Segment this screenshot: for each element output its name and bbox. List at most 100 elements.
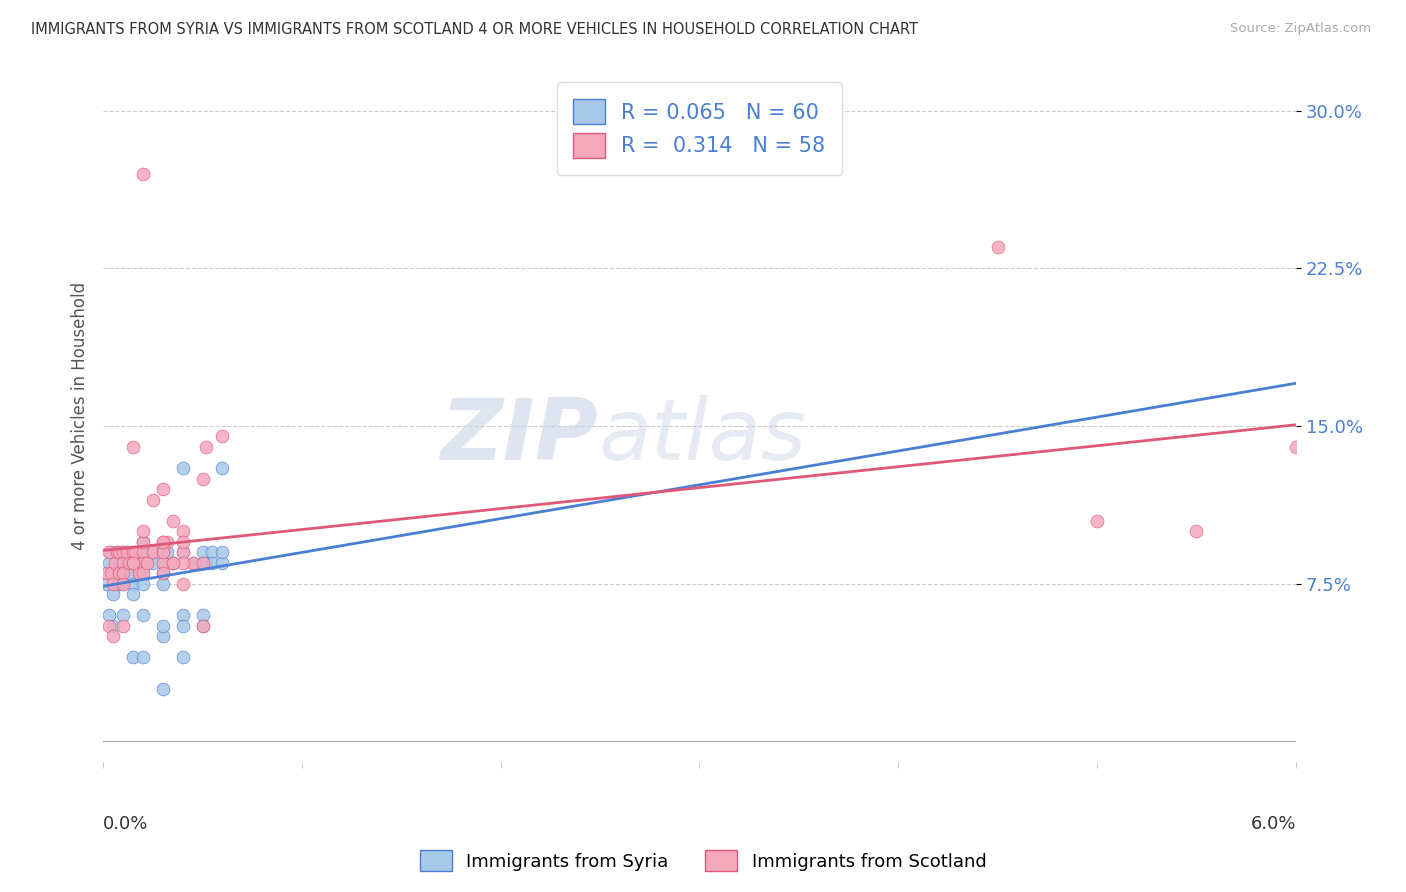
Text: IMMIGRANTS FROM SYRIA VS IMMIGRANTS FROM SCOTLAND 4 OR MORE VEHICLES IN HOUSEHOL: IMMIGRANTS FROM SYRIA VS IMMIGRANTS FROM… bbox=[31, 22, 918, 37]
Point bbox=[124, 556, 146, 570]
Point bbox=[162, 556, 184, 570]
Point bbox=[105, 545, 128, 559]
Legend: R = 0.065   N = 60, R =  0.314   N = 58: R = 0.065 N = 60, R = 0.314 N = 58 bbox=[557, 82, 842, 175]
Point bbox=[1285, 440, 1308, 454]
Point bbox=[122, 556, 145, 570]
Point bbox=[152, 566, 174, 581]
Point bbox=[152, 681, 174, 696]
Point bbox=[142, 492, 165, 507]
Point bbox=[135, 556, 157, 570]
Point bbox=[211, 545, 233, 559]
Point bbox=[118, 566, 141, 581]
Point bbox=[181, 556, 204, 570]
Point bbox=[152, 576, 174, 591]
Point bbox=[111, 576, 134, 591]
Point bbox=[152, 534, 174, 549]
Point bbox=[172, 461, 194, 475]
Point bbox=[191, 556, 214, 570]
Point bbox=[132, 608, 155, 623]
Point bbox=[100, 566, 122, 581]
Point bbox=[101, 587, 124, 601]
Text: atlas: atlas bbox=[598, 395, 806, 478]
Point bbox=[122, 587, 145, 601]
Point bbox=[96, 566, 118, 581]
Point bbox=[132, 524, 155, 538]
Point bbox=[172, 650, 194, 665]
Text: ZIP: ZIP bbox=[440, 395, 598, 478]
Point bbox=[172, 524, 194, 538]
Point bbox=[132, 534, 155, 549]
Point bbox=[122, 545, 145, 559]
Point bbox=[115, 556, 138, 570]
Point bbox=[122, 545, 145, 559]
Point bbox=[108, 576, 131, 591]
Point bbox=[211, 556, 233, 570]
Point bbox=[162, 556, 184, 570]
Point bbox=[115, 545, 138, 559]
Point bbox=[201, 545, 224, 559]
Legend: Immigrants from Syria, Immigrants from Scotland: Immigrants from Syria, Immigrants from S… bbox=[412, 843, 994, 879]
Point bbox=[191, 556, 214, 570]
Point bbox=[132, 534, 155, 549]
Point bbox=[1085, 514, 1108, 528]
Point bbox=[162, 514, 184, 528]
Point bbox=[152, 629, 174, 643]
Y-axis label: 4 or more Vehicles in Household: 4 or more Vehicles in Household bbox=[72, 281, 89, 549]
Point bbox=[142, 545, 165, 559]
Point bbox=[98, 618, 121, 632]
Point bbox=[152, 566, 174, 581]
Point bbox=[987, 240, 1010, 254]
Point bbox=[195, 440, 218, 454]
Point bbox=[105, 545, 128, 559]
Point bbox=[132, 566, 155, 581]
Point bbox=[152, 534, 174, 549]
Point bbox=[98, 545, 121, 559]
Point bbox=[1185, 524, 1208, 538]
Point bbox=[122, 556, 145, 570]
Point bbox=[172, 556, 194, 570]
Point bbox=[118, 556, 141, 570]
Point bbox=[108, 545, 131, 559]
Point bbox=[191, 618, 214, 632]
Point bbox=[132, 545, 155, 559]
Point bbox=[128, 566, 150, 581]
Point bbox=[152, 482, 174, 496]
Point bbox=[142, 545, 165, 559]
Point bbox=[152, 545, 174, 559]
Point bbox=[172, 608, 194, 623]
Text: Source: ZipAtlas.com: Source: ZipAtlas.com bbox=[1230, 22, 1371, 36]
Point bbox=[111, 618, 134, 632]
Point bbox=[156, 534, 179, 549]
Point bbox=[152, 618, 174, 632]
Point bbox=[111, 566, 134, 581]
Point bbox=[124, 545, 146, 559]
Point bbox=[132, 556, 155, 570]
Point bbox=[172, 545, 194, 559]
Point bbox=[152, 545, 174, 559]
Point bbox=[191, 618, 214, 632]
Point bbox=[156, 545, 179, 559]
Point bbox=[108, 556, 131, 570]
Point bbox=[122, 440, 145, 454]
Point bbox=[98, 556, 121, 570]
Point bbox=[152, 556, 174, 570]
Point bbox=[132, 167, 155, 181]
Point bbox=[132, 566, 155, 581]
Point bbox=[101, 618, 124, 632]
Point bbox=[211, 461, 233, 475]
Point bbox=[172, 618, 194, 632]
Point bbox=[122, 556, 145, 570]
Point bbox=[181, 556, 204, 570]
Point bbox=[132, 650, 155, 665]
Point bbox=[111, 556, 134, 570]
Point bbox=[104, 556, 127, 570]
Point bbox=[111, 576, 134, 591]
Point bbox=[191, 471, 214, 485]
Point bbox=[96, 576, 118, 591]
Point bbox=[101, 629, 124, 643]
Point bbox=[111, 545, 134, 559]
Point bbox=[104, 566, 127, 581]
Text: 6.0%: 6.0% bbox=[1250, 815, 1296, 833]
Point bbox=[100, 545, 122, 559]
Point bbox=[152, 556, 174, 570]
